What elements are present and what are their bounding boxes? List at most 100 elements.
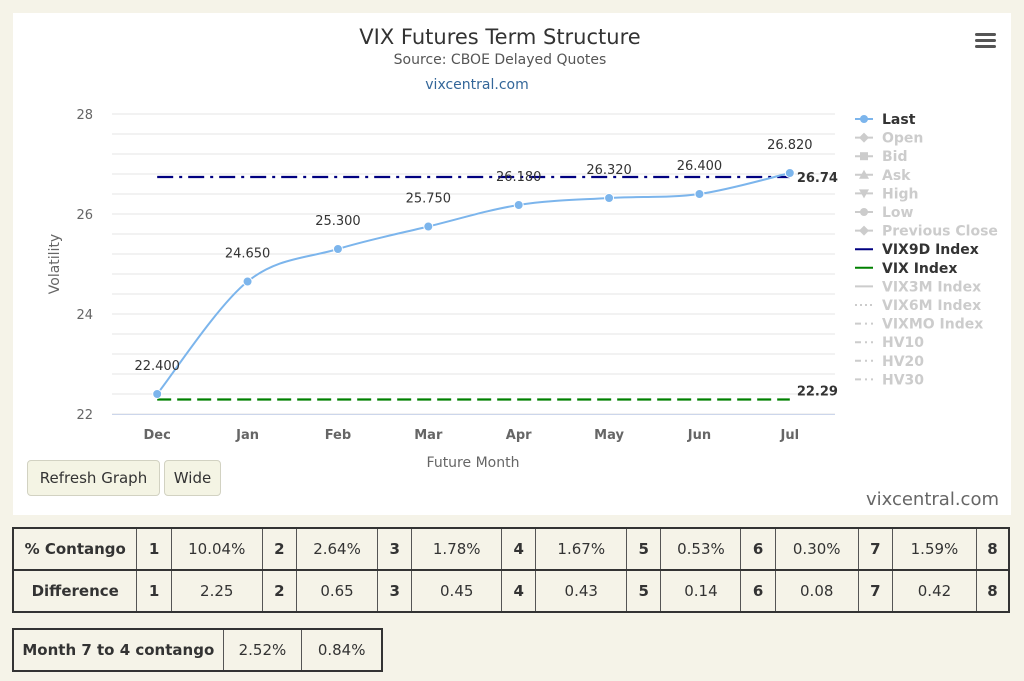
x-tick-label: Jan: [235, 428, 259, 443]
legend-item-label[interactable]: Previous Close: [882, 224, 998, 240]
month-index-cell: 7: [857, 569, 894, 613]
legend-item-label[interactable]: Last: [882, 112, 916, 128]
value-cell: 2.25: [170, 569, 263, 613]
legend-circle-marker: [860, 208, 868, 216]
x-tick-label: May: [594, 428, 624, 443]
chart-subtitle: Source: CBOE Delayed Quotes: [394, 52, 607, 68]
month-contango-value: 0.84%: [301, 628, 383, 672]
last-data-label: 26.320: [586, 163, 632, 178]
x-tick-label: Apr: [506, 428, 532, 443]
last-data-label: 26.400: [677, 159, 723, 174]
legend-item-label[interactable]: High: [882, 186, 919, 202]
vix-end-label: 22.29: [797, 385, 838, 400]
contango-table: % Contango 1 10.04% 2 2.64% 3 1.78% 4 1.67% 5 0.53…: [12, 527, 1010, 613]
value-cell: 0.45: [411, 569, 503, 613]
row-label: Difference: [12, 569, 138, 613]
table-row: Difference 1 2.25 2 0.65 3 0.45 4 0.43 5 0.14 6 0.08…: [12, 569, 1010, 613]
month-index-cell: 2: [261, 527, 298, 571]
x-tick-label: Mar: [414, 428, 443, 443]
term-structure-chart: VIX Futures Term Structure Source: CBOE D…: [47, 25, 998, 471]
value-cell: 0.08: [774, 569, 859, 613]
month-contango-table: Month 7 to 4 contango 2.52% 0.84%: [12, 628, 383, 672]
month-index-cell: 2: [261, 569, 298, 613]
chart-title: VIX Futures Term Structure: [359, 25, 640, 49]
y-tick-label: 24: [76, 308, 93, 323]
value-cell: 0.30%: [774, 527, 859, 571]
month-index-cell: 5: [626, 527, 662, 571]
month-index-cell: 1: [136, 527, 172, 571]
table-row: Month 7 to 4 contango 2.52% 0.84%: [12, 628, 383, 672]
last-data-point: [332, 244, 343, 254]
legend-item-label[interactable]: VIX6M Index: [882, 298, 981, 314]
y-axis-title: Volatility: [47, 234, 63, 294]
wide-button[interactable]: Wide: [164, 460, 221, 496]
legend-item-label[interactable]: Ask: [882, 168, 911, 184]
legend-square-marker: [860, 152, 868, 161]
y-tick-label: 28: [76, 108, 93, 123]
last-data-point: [513, 200, 524, 210]
chart-watermark: vixcentral.com: [865, 489, 999, 510]
row-label: % Contango: [12, 527, 138, 571]
last-data-label: 24.650: [225, 247, 271, 262]
month-index-cell: 6: [740, 569, 776, 613]
value-cell: 1.59%: [892, 527, 977, 571]
month-index-cell: 8: [975, 569, 1010, 613]
month-index-cell: 5: [626, 569, 662, 613]
last-data-label: 22.400: [134, 359, 180, 374]
month-index-cell: 6: [740, 527, 776, 571]
y-tick-label: 26: [76, 208, 93, 223]
value-cell: 1.67%: [535, 527, 628, 571]
legend-item-label[interactable]: HV20: [882, 354, 924, 370]
legend-triangle-marker: [859, 189, 869, 199]
value-cell: 10.04%: [170, 527, 263, 571]
value-cell: 0.43: [535, 569, 628, 613]
value-cell: 0.42: [892, 569, 977, 613]
x-tick-label: Jul: [780, 428, 800, 443]
chart-panel: VIX Futures Term Structure Source: CBOE D…: [13, 13, 1011, 515]
value-cell: 0.65: [296, 569, 379, 613]
month-index-cell: 3: [377, 569, 413, 613]
last-data-point: [784, 168, 795, 178]
legend-item-label[interactable]: Low: [882, 205, 914, 221]
value-cell: 2.64%: [296, 527, 379, 571]
last-data-point: [694, 189, 705, 199]
hamburger-menu-icon[interactable]: [975, 33, 996, 48]
last-data-point: [423, 221, 434, 232]
legend-triangle-marker: [859, 169, 869, 179]
last-data-label: 25.300: [315, 214, 361, 229]
last-data-label: 26.820: [767, 138, 813, 153]
value-cell: 0.53%: [660, 527, 742, 571]
last-data-point: [152, 389, 163, 399]
legend-item-label[interactable]: VIXMO Index: [882, 317, 983, 333]
vix9d-end-label: 26.74: [797, 171, 838, 186]
legend-item-label[interactable]: HV30: [882, 372, 924, 388]
month-index-cell: 1: [136, 569, 172, 613]
x-tick-label: Feb: [325, 428, 351, 443]
x-axis-title: Future Month: [427, 455, 520, 471]
month-index-cell: 3: [377, 527, 413, 571]
month-contango-value: 2.52%: [222, 628, 303, 672]
chart-link: vixcentral.com: [425, 77, 528, 93]
legend-item-label[interactable]: VIX Index: [882, 261, 957, 277]
legend-diamond-marker: [859, 225, 869, 236]
last-data-label: 26.180: [496, 170, 542, 185]
value-cell: 1.78%: [411, 527, 503, 571]
table-row: % Contango 1 10.04% 2 2.64% 3 1.78% 4 1.67% 5 0.53…: [12, 527, 1010, 571]
x-tick-label: Dec: [144, 428, 171, 443]
legend-diamond-marker: [859, 132, 869, 143]
legend-item-label[interactable]: Bid: [882, 149, 908, 165]
x-tick-label: Jun: [687, 428, 711, 443]
legend-item-label[interactable]: HV10: [882, 335, 924, 351]
legend-item-label[interactable]: VIX3M Index: [882, 279, 981, 295]
legend-item-label[interactable]: Open: [882, 131, 923, 147]
y-tick-label: 22: [76, 408, 93, 423]
month-index-cell: 7: [857, 527, 894, 571]
last-data-point: [242, 276, 253, 287]
refresh-graph-button[interactable]: Refresh Graph: [27, 460, 160, 496]
month-index-cell: 4: [501, 527, 537, 571]
month-index-cell: 8: [975, 527, 1010, 571]
month-index-cell: 4: [501, 569, 537, 613]
last-data-label: 25.750: [406, 192, 452, 207]
legend-circle-marker: [860, 115, 868, 123]
legend-item-label[interactable]: VIX9D Index: [882, 242, 979, 258]
